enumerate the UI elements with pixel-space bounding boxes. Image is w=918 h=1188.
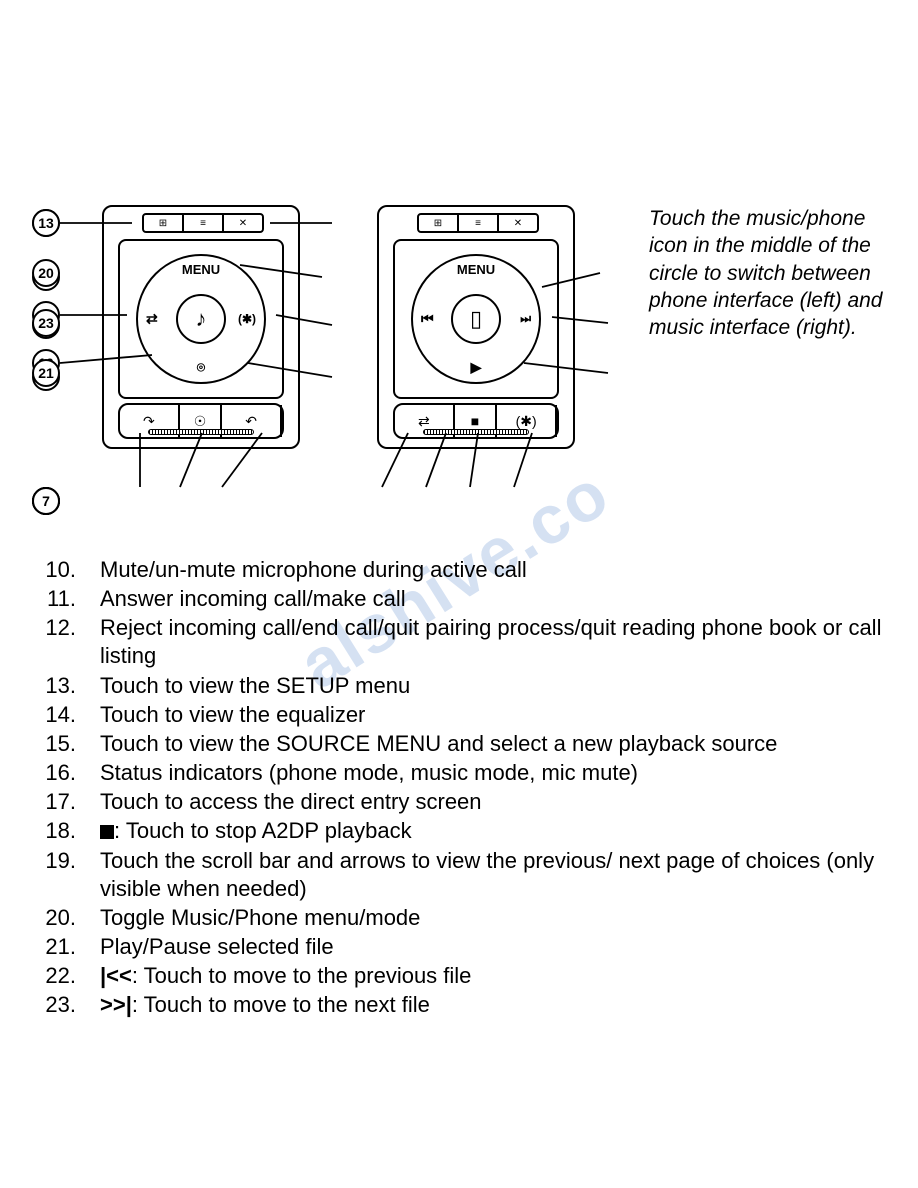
list-number: 12. bbox=[32, 614, 82, 670]
list-text: Answer incoming call/make call bbox=[100, 585, 882, 613]
list-number: 18. bbox=[32, 817, 82, 845]
list-item: 21. Play/Pause selected file bbox=[32, 933, 882, 961]
list-number: 23. bbox=[32, 991, 82, 1019]
list-text: Status indicators (phone mode, music mod… bbox=[100, 759, 882, 787]
list-text: Touch to view the SOURCE MENU and select… bbox=[100, 730, 882, 758]
list-text: Mute/un-mute microphone during active ca… bbox=[100, 556, 882, 584]
list-text: |<<: Touch to move to the previous file bbox=[100, 962, 882, 990]
list-item: 17. Touch to access the direct entry scre… bbox=[32, 788, 882, 816]
list-item: 11. Answer incoming call/make call bbox=[32, 585, 882, 613]
list-text: Touch to access the direct entry screen bbox=[100, 788, 882, 816]
list-number: 21. bbox=[32, 933, 82, 961]
list-item: 10. Mute/un-mute microphone during active… bbox=[32, 556, 882, 584]
list-item: 23. >>|: Touch to move to the next file bbox=[32, 991, 882, 1019]
list-text: Touch to view the equalizer bbox=[100, 701, 882, 729]
diagram-area: ⊞ ≡ ✕ MENU ⇄ (✱) ⌾ ♪ ↷ ☉ ↶ ⊞ ≡ ✕ bbox=[32, 205, 886, 525]
list-item: 16. Status indicators (phone mode, music … bbox=[32, 759, 882, 787]
list-number: 10. bbox=[32, 556, 82, 584]
list-text: Reject incoming call/end call/quit pairi… bbox=[100, 614, 882, 670]
list-item: 22. |<<: Touch to move to the previous fi… bbox=[32, 962, 882, 990]
list-text: Toggle Music/Phone menu/mode bbox=[100, 904, 882, 932]
list-number: 20. bbox=[32, 904, 82, 932]
callout-23: 23 bbox=[32, 309, 60, 337]
list-item: 19. Touch the scroll bar and arrows to vi… bbox=[32, 847, 882, 903]
list-number: 22. bbox=[32, 962, 82, 990]
list-item: 12. Reject incoming call/end call/quit pa… bbox=[32, 614, 882, 670]
numbered-list: 10. Mute/un-mute microphone during active… bbox=[32, 556, 882, 1021]
callout-20: 20 bbox=[32, 259, 60, 287]
list-text: Play/Pause selected file bbox=[100, 933, 882, 961]
list-item: 20. Toggle Music/Phone menu/mode bbox=[32, 904, 882, 932]
callout-13: 13 bbox=[32, 209, 60, 237]
symbol-prefix: |<< bbox=[100, 963, 132, 988]
caption-text: Touch the music/phone icon in the middle… bbox=[649, 205, 883, 341]
stop-square-icon bbox=[100, 825, 114, 839]
list-item: 15. Touch to view the SOURCE MENU and sel… bbox=[32, 730, 882, 758]
list-number: 13. bbox=[32, 672, 82, 700]
list-item: 18. : Touch to stop A2DP playback bbox=[32, 817, 882, 845]
list-text: Touch to view the SETUP menu bbox=[100, 672, 882, 700]
list-number: 16. bbox=[32, 759, 82, 787]
list-text: : Touch to stop A2DP playback bbox=[100, 817, 882, 845]
list-item: 13. Touch to view the SETUP menu bbox=[32, 672, 882, 700]
callout-7b: 7 bbox=[32, 487, 60, 515]
list-item: 14. Touch to view the equalizer bbox=[32, 701, 882, 729]
list-number: 15. bbox=[32, 730, 82, 758]
list-text: Touch the scroll bar and arrows to view … bbox=[100, 847, 882, 903]
callout-21: 21 bbox=[32, 359, 60, 387]
list-number: 17. bbox=[32, 788, 82, 816]
list-number: 11. bbox=[32, 585, 82, 613]
list-text: >>|: Touch to move to the next file bbox=[100, 991, 882, 1019]
symbol-prefix: >>| bbox=[100, 992, 132, 1017]
list-number: 14. bbox=[32, 701, 82, 729]
list-number: 19. bbox=[32, 847, 82, 903]
